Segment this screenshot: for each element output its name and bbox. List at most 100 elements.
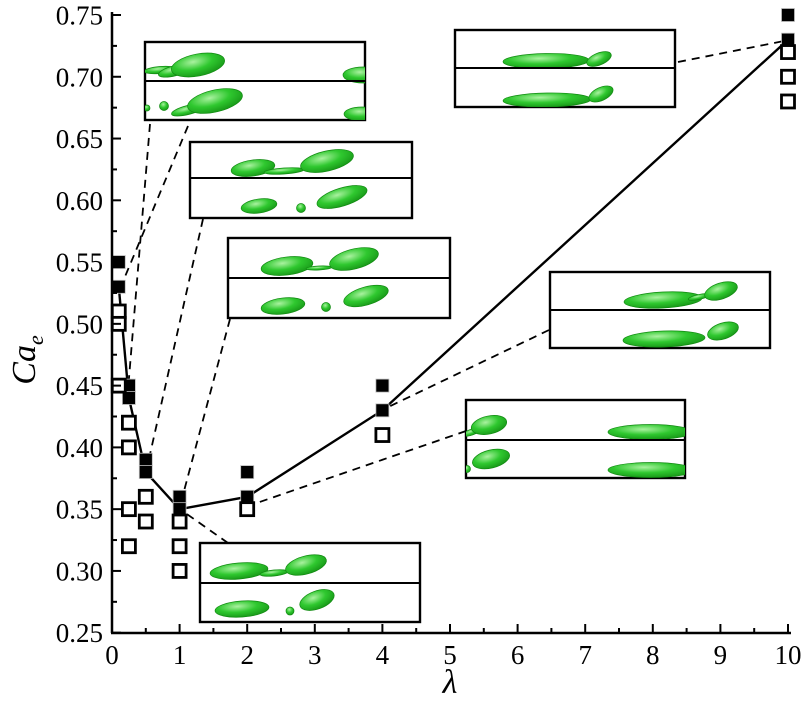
y-tick-label: 0.30 — [56, 556, 103, 586]
droplet-fragment — [296, 203, 306, 213]
leader-dash-snapshot-lambda-0.1 — [118, 125, 189, 292]
leader-dash-snapshot-lambda-1 — [183, 511, 229, 544]
droplet-blob — [171, 52, 225, 78]
inset-droplets — [230, 149, 368, 214]
droplet-fragment — [159, 101, 169, 111]
leader-dash-snapshot-lambda-0.25 — [145, 218, 204, 473]
droplet-fragment — [466, 465, 471, 473]
droplet-blob — [214, 600, 270, 618]
droplet-blob — [329, 247, 379, 271]
x-tick-label: 9 — [714, 640, 728, 670]
data-point-open-square — [239, 501, 256, 518]
droplet-blob — [316, 185, 368, 209]
inset-droplets — [502, 51, 614, 107]
axes: 0.25 0.30 0.35 0.40 0.45 0.50 0.55 0.60 0.65 0.70… — [56, 1, 802, 671]
x-tick-label: 5 — [443, 640, 457, 670]
data-point-open-square — [171, 538, 188, 555]
data-points — [110, 8, 796, 579]
droplet-blob — [704, 281, 738, 301]
data-point-open-square — [171, 513, 188, 530]
data-point-open-square — [121, 538, 137, 555]
droplet-fragment — [321, 302, 331, 312]
y-tick-label: 0.70 — [56, 62, 103, 92]
droplet-blob — [607, 424, 685, 440]
data-point-open-square — [121, 439, 137, 456]
data-point-open-square — [121, 501, 137, 518]
data-point-open-square — [137, 513, 154, 530]
y-tick-label: 0.55 — [56, 248, 103, 278]
data-point-open-square — [780, 44, 796, 60]
data-point-filled-square — [111, 279, 126, 294]
inset-snapshot-lambda-2 — [464, 398, 687, 480]
inset-snapshot-lambda-0.1 — [143, 40, 367, 122]
data-point-open-square — [780, 68, 796, 85]
inset-droplets — [145, 52, 365, 120]
data-point-filled-square — [781, 8, 795, 22]
leader-dash-snapshot-lambda-10 — [677, 40, 785, 63]
droplet-blob — [260, 297, 306, 315]
x-tick-label: 7 — [578, 640, 592, 670]
y-tick-label: 0.65 — [56, 124, 103, 154]
x-tick-label: 0 — [105, 640, 119, 670]
droplet-fragment — [285, 606, 295, 616]
data-point-filled-square — [172, 489, 187, 504]
data-point-filled-square — [240, 465, 255, 479]
x-tick-label: 3 — [308, 640, 322, 670]
inset-droplets — [466, 415, 685, 478]
data-point-open-square — [171, 563, 188, 579]
y-tick-label: 0.60 — [56, 186, 103, 216]
x-tick-label: 6 — [511, 640, 525, 670]
droplet-blob — [300, 149, 354, 173]
x-axis-label: λ — [442, 664, 458, 701]
inset-snapshot-lambda-10 — [453, 28, 677, 109]
leader-lines — [118, 40, 785, 544]
inset-droplets — [209, 554, 335, 618]
droplet-blob — [607, 462, 685, 478]
inset-snapshot-lambda-0.5 — [226, 236, 452, 320]
droplet-blob — [470, 415, 508, 435]
data-point-filled-square — [138, 465, 153, 479]
inset-snapshot-lambda-1 — [198, 541, 422, 624]
droplet-fragment — [145, 104, 151, 112]
leader-dash-snapshot-lambda-4 — [381, 329, 550, 411]
y-axis-label: Cae — [6, 335, 48, 385]
x-tick-label: 4 — [376, 640, 390, 670]
data-point-filled-square — [138, 452, 153, 467]
droplet-blob — [260, 256, 314, 276]
leader-dash-snapshot-lambda-0.5 — [179, 318, 231, 507]
x-tick-label: 2 — [240, 640, 254, 670]
droplet-blob — [707, 321, 739, 341]
data-point-filled-square — [375, 378, 390, 393]
y-tick-label: 0.25 — [56, 618, 103, 648]
data-point-open-square — [780, 93, 796, 110]
x-tick-label: 1 — [173, 640, 187, 670]
data-point-filled-square — [122, 391, 136, 405]
y-tick-label: 0.45 — [56, 371, 103, 401]
leader-dash-snapshot-lambda-2 — [247, 430, 467, 507]
inset-droplets — [622, 281, 739, 348]
droplet-blob — [209, 562, 269, 580]
droplet-blob — [586, 51, 612, 67]
y-tick-label: 0.40 — [56, 433, 103, 463]
droplet-blob — [472, 448, 510, 470]
x-tick-label: 10 — [775, 640, 802, 670]
data-point-open-square — [137, 488, 154, 505]
data-point-open-square — [374, 427, 391, 443]
droplet-blob — [588, 85, 614, 103]
leader-dash-snapshot-lambda-0.1 — [127, 123, 151, 391]
droplet-blob — [240, 198, 278, 214]
droplet-blob — [343, 106, 365, 120]
inset-snapshot-lambda-4 — [548, 270, 772, 350]
data-point-open-square — [121, 414, 137, 431]
droplet-blob — [285, 554, 327, 576]
droplet-blob — [187, 88, 243, 114]
droplet-blob — [299, 589, 335, 611]
y-tick-label: 0.35 — [56, 495, 103, 525]
y-tick-label: 0.50 — [56, 309, 103, 339]
droplet-blob — [342, 66, 365, 84]
inset-droplets — [260, 247, 389, 315]
y-tick-label: 0.75 — [56, 1, 103, 31]
x-tick-label: 8 — [646, 640, 660, 670]
